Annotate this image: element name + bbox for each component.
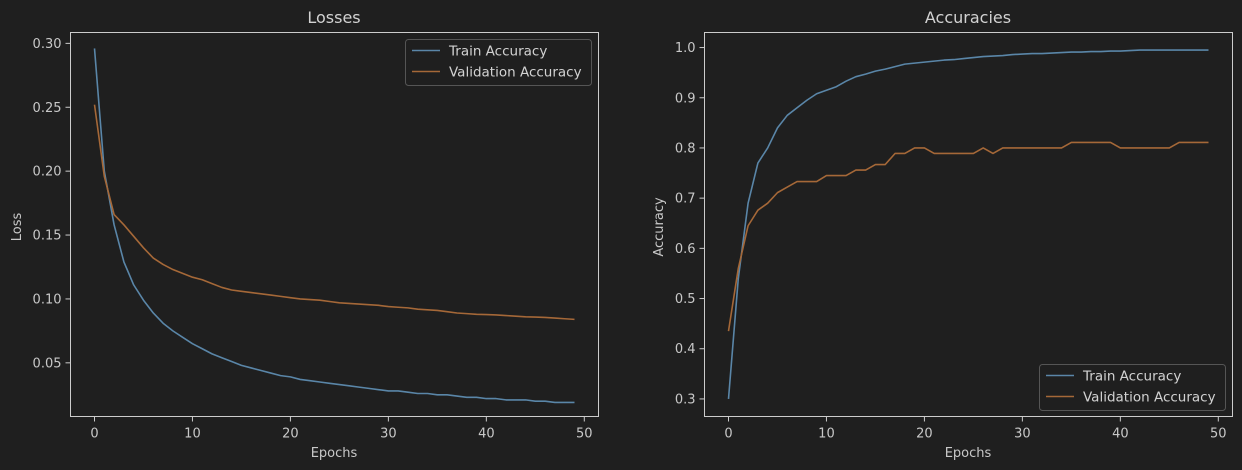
y-tick-label: 0.9 <box>675 91 696 106</box>
losses-chart: Losses 0 10 20 30 40 50 0.05 0.10 0.15 0.20 0.25 0.… <box>10 8 599 461</box>
y-tick-label: 0.6 <box>675 242 696 257</box>
series-group <box>727 49 1209 399</box>
series-line-validation <box>727 141 1209 332</box>
tick-group: 0 10 20 30 40 50 0.05 0.10 0.15 0.20 0.25 0.30 <box>33 37 593 442</box>
x-tick-label: 20 <box>916 427 933 442</box>
y-tick-label: 0.05 <box>33 356 62 371</box>
y-tick-label: 0.15 <box>33 229 62 244</box>
y-tick-label: 0.25 <box>33 101 62 116</box>
y-tick-label: 0.3 <box>675 392 696 407</box>
x-tick-label: 0 <box>724 427 732 442</box>
x-tick-label: 0 <box>90 427 98 442</box>
y-tick-label: 0.10 <box>33 292 62 307</box>
series-line-train <box>727 49 1209 399</box>
x-tick-label: 50 <box>576 427 593 442</box>
x-axis-label: Epochs <box>945 446 992 461</box>
chart-title: Losses <box>307 8 360 27</box>
plot-area-frame <box>70 32 599 417</box>
tick-group: 0 10 20 30 40 50 0.3 0.4 0.5 0.6 0.7 0.8 0.9 1.0 <box>675 41 1227 441</box>
x-axis-label: Epochs <box>311 446 358 461</box>
y-tick-label: 0.4 <box>675 342 696 357</box>
y-tick-label: 0.7 <box>675 192 696 207</box>
chart-title: Accuracies <box>925 8 1011 27</box>
series-line-validation <box>93 104 575 321</box>
y-axis-label: Accuracy <box>652 197 667 257</box>
accuracies-chart: Accuracies 0 10 20 30 40 50 0.3 0.4 0.5 0.6 0.7 0.8… <box>652 8 1233 461</box>
legend-box <box>405 39 592 86</box>
y-tick-label: 0.5 <box>675 292 696 307</box>
legend: Train Accuracy Validation Accuracy <box>405 39 592 86</box>
y-tick-label: 0.30 <box>33 37 62 52</box>
x-tick-label: 30 <box>1014 427 1031 442</box>
x-tick-label: 10 <box>184 427 201 442</box>
y-tick-label: 0.8 <box>675 141 696 156</box>
series-line-train <box>93 48 575 404</box>
x-tick-label: 30 <box>380 427 397 442</box>
series-group <box>93 48 575 404</box>
legend-label-validation: Validation Accuracy <box>449 65 582 81</box>
y-tick-label: 1.0 <box>675 41 696 56</box>
plot-area-frame <box>704 32 1233 417</box>
x-tick-label: 40 <box>478 427 495 442</box>
x-tick-label: 50 <box>1210 427 1227 442</box>
legend-label-train: Train Accuracy <box>448 44 547 60</box>
x-tick-label: 40 <box>1112 427 1129 442</box>
legend: Train Accuracy Validation Accuracy <box>1039 364 1226 411</box>
x-tick-label: 10 <box>818 427 835 442</box>
legend-label-validation: Validation Accuracy <box>1083 390 1216 406</box>
x-tick-label: 20 <box>282 427 299 442</box>
legend-label-train: Train Accuracy <box>1082 369 1181 385</box>
y-tick-label: 0.20 <box>33 165 62 180</box>
legend-box <box>1039 364 1226 411</box>
y-axis-label: Loss <box>10 213 25 242</box>
